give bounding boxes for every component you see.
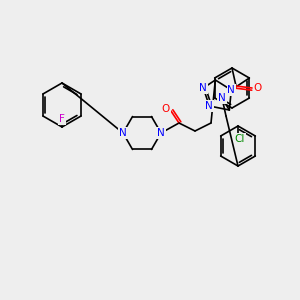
Text: O: O — [162, 104, 170, 114]
Text: N: N — [227, 85, 235, 95]
Text: N: N — [206, 101, 213, 111]
Text: N: N — [119, 128, 127, 138]
Text: Cl: Cl — [235, 134, 245, 144]
Text: O: O — [254, 83, 262, 93]
Text: F: F — [59, 114, 65, 124]
Text: N: N — [157, 128, 165, 138]
Text: N: N — [200, 83, 207, 93]
Text: N: N — [218, 93, 226, 103]
